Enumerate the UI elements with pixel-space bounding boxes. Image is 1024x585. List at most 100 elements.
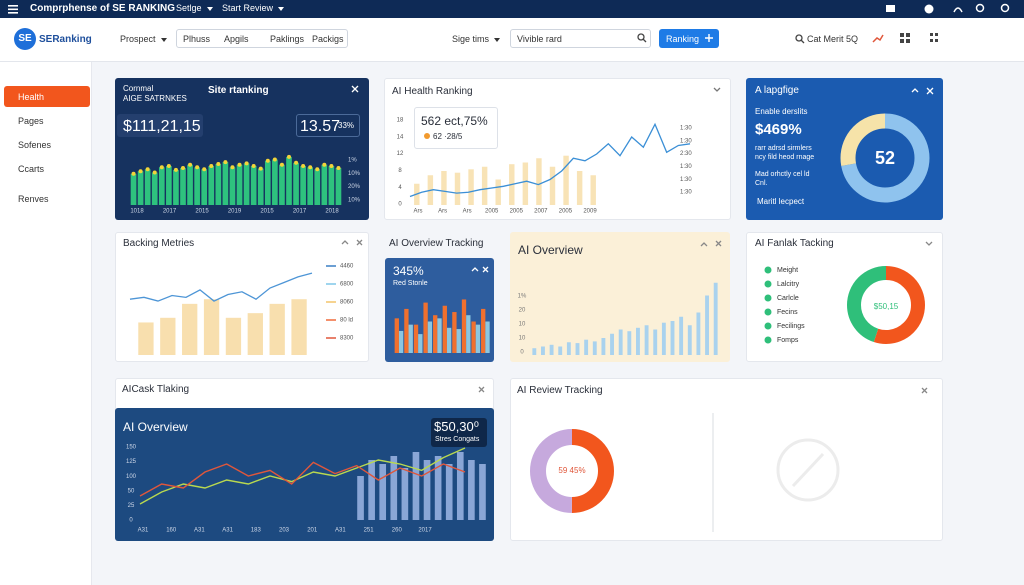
sidebar-item[interactable]: Pages bbox=[18, 116, 44, 126]
card-text: rarr adrsd sirmlers bbox=[755, 145, 812, 152]
bar-dot bbox=[287, 154, 291, 159]
check-icon bbox=[764, 336, 772, 344]
bar bbox=[687, 325, 692, 355]
line bbox=[129, 272, 313, 302]
bar bbox=[679, 316, 684, 355]
bar bbox=[307, 167, 314, 205]
menu-icon[interactable] bbox=[8, 4, 18, 14]
bar-dot bbox=[181, 165, 185, 170]
ranking-button[interactable] bbox=[659, 29, 719, 48]
sidebar-item[interactable]: Ccarts bbox=[18, 164, 45, 174]
legend-label: 4460 bbox=[340, 264, 354, 270]
menu[interactable]: Start Review bbox=[222, 3, 284, 13]
menu[interactable]: Setlge bbox=[176, 3, 213, 13]
nav-icons[interactable] bbox=[872, 32, 942, 44]
bar bbox=[257, 168, 264, 205]
bar bbox=[182, 303, 198, 355]
account[interactable]: Cat Merit 5Q bbox=[807, 34, 859, 44]
axis-label: 2015 bbox=[260, 209, 274, 215]
top-icons[interactable] bbox=[884, 3, 1024, 15]
bar bbox=[466, 315, 471, 353]
bar bbox=[471, 321, 476, 353]
check-icon bbox=[764, 280, 772, 288]
tab[interactable]: Packigs bbox=[312, 34, 344, 44]
axis-label: Ars bbox=[438, 209, 447, 215]
sidebar-item[interactable]: Renves bbox=[18, 194, 49, 204]
bar bbox=[264, 160, 271, 205]
axis-label: Ars bbox=[414, 209, 423, 215]
list-item: Fecins bbox=[777, 309, 798, 316]
donut-segment bbox=[530, 429, 614, 513]
bar bbox=[173, 169, 179, 205]
donut-center: $50,15 bbox=[873, 302, 899, 311]
axis-label: Ars bbox=[463, 209, 472, 215]
filter[interactable]: Sige tims bbox=[452, 34, 500, 44]
search-icon[interactable] bbox=[795, 34, 805, 44]
sidebar-active[interactable] bbox=[4, 86, 90, 107]
axis-label: 2005 bbox=[559, 209, 573, 215]
bar bbox=[203, 299, 220, 355]
bar bbox=[250, 166, 257, 205]
bar bbox=[279, 164, 285, 205]
axis-label: 2015 bbox=[195, 209, 209, 215]
bar-dot bbox=[272, 157, 277, 162]
axis-label: 2017 bbox=[163, 209, 177, 215]
app-title: Comprphense of SE RANKING bbox=[30, 3, 176, 14]
tab-group bbox=[176, 29, 348, 48]
axis-label: 2017 bbox=[293, 209, 307, 215]
search-box[interactable] bbox=[510, 29, 651, 48]
bar-dot bbox=[301, 164, 306, 168]
card-footer: Maritl lecpect bbox=[757, 197, 805, 206]
button-label: Ranking bbox=[666, 34, 700, 44]
search-text: Vivible rard bbox=[517, 34, 562, 44]
sidebar-item[interactable]: Health bbox=[18, 92, 45, 102]
bar bbox=[434, 456, 442, 520]
bar bbox=[215, 164, 222, 205]
bar bbox=[610, 333, 614, 355]
card-text: Cnl. bbox=[755, 180, 768, 187]
card-sub: 62 ·28/5 bbox=[433, 132, 463, 141]
bar bbox=[187, 164, 193, 205]
legend-label: 8300 bbox=[340, 336, 354, 342]
axis-label: 12 bbox=[397, 151, 404, 157]
value-box bbox=[296, 114, 360, 137]
bar bbox=[456, 329, 461, 353]
legend-label: 80 ld bbox=[340, 318, 353, 324]
bar bbox=[404, 308, 409, 353]
list-item: Carlcle bbox=[777, 295, 799, 302]
axis-label: 20 bbox=[519, 308, 526, 314]
bar-dot bbox=[188, 162, 193, 167]
axis-label: 20% bbox=[348, 184, 361, 190]
axis-label: 260 bbox=[392, 528, 403, 534]
tab[interactable]: Prospect bbox=[120, 34, 167, 44]
axis-label: 25 bbox=[128, 503, 135, 509]
axis-label: 160 bbox=[166, 528, 177, 534]
bar bbox=[618, 329, 623, 355]
bar bbox=[713, 282, 718, 355]
bar bbox=[286, 156, 292, 205]
bar bbox=[468, 460, 475, 520]
donut-segment bbox=[847, 266, 925, 344]
axis-label: 150 bbox=[126, 445, 137, 451]
bar bbox=[670, 321, 675, 355]
check-icon bbox=[764, 322, 772, 330]
bar bbox=[208, 166, 215, 205]
axis-label: 2007 bbox=[534, 209, 548, 215]
card-title: AI Fanlak Tacking bbox=[755, 238, 834, 249]
bar bbox=[158, 167, 165, 205]
bar bbox=[653, 329, 658, 355]
bar bbox=[549, 166, 556, 205]
tab[interactable]: Paklings bbox=[270, 34, 305, 44]
axis-label: 10 bbox=[519, 322, 526, 328]
tab[interactable]: Apgils bbox=[224, 34, 249, 44]
axis-label: 4 bbox=[398, 185, 402, 191]
search-icon[interactable] bbox=[637, 33, 647, 43]
tab[interactable]: Plhuss bbox=[183, 34, 211, 44]
card-controls[interactable] bbox=[341, 85, 934, 532]
bar bbox=[696, 312, 701, 355]
card-subtitle: AI Overview bbox=[123, 420, 188, 434]
bar bbox=[590, 175, 596, 205]
axis-label: 10 bbox=[519, 336, 526, 342]
sidebar-item[interactable]: Sofenes bbox=[18, 140, 52, 150]
bar bbox=[481, 166, 488, 205]
